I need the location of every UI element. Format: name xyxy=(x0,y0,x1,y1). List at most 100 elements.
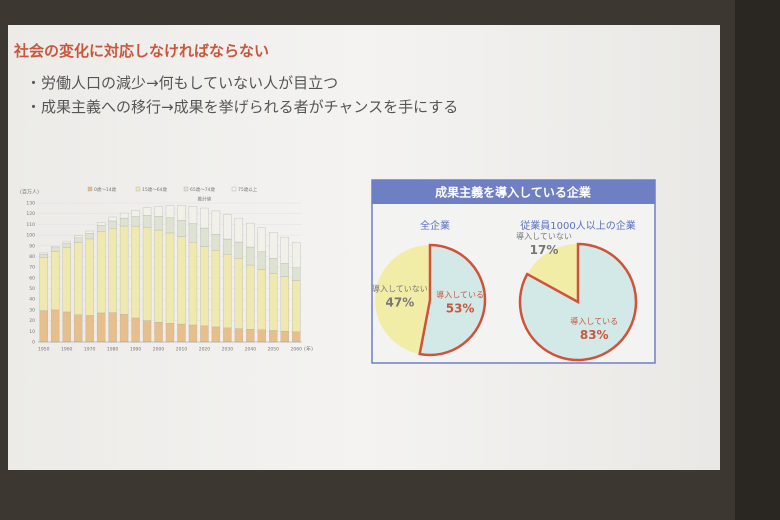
bar-segment xyxy=(234,217,244,243)
pie-category-label: 導入している xyxy=(436,289,484,299)
bar-segment xyxy=(131,216,140,227)
x-tick-label: 1980 xyxy=(107,347,119,353)
bar-segment xyxy=(96,222,106,226)
y-tick-label: 110 xyxy=(26,222,35,228)
bar-segment xyxy=(257,329,266,343)
y-tick-label: 120 xyxy=(26,211,35,217)
legend-swatch xyxy=(135,186,141,192)
y-tick-label: 40 xyxy=(29,297,35,303)
bar-segment xyxy=(108,220,117,229)
bar-segment xyxy=(246,329,255,343)
slide-title: 社会の変化に対応しなければならない xyxy=(14,42,270,60)
legend-swatch xyxy=(87,186,93,192)
bar-segment xyxy=(269,272,278,331)
bar-segment xyxy=(39,310,48,343)
x-tick-label: 2020 xyxy=(199,347,211,353)
y-tick-label: 50 xyxy=(29,286,35,292)
bar-segment xyxy=(142,207,152,216)
bar-segment xyxy=(85,315,94,343)
legend-label: 15歳～64歳 xyxy=(142,186,167,193)
bar-segment xyxy=(211,210,221,235)
bar-segment xyxy=(246,222,255,248)
bar-segment xyxy=(280,263,289,277)
bar-segment xyxy=(85,230,94,234)
x-tick-label: 1950 xyxy=(38,347,50,353)
bar-segment xyxy=(74,235,83,239)
legend-label: 75歳以上 xyxy=(238,186,258,193)
bar-segment xyxy=(39,257,48,311)
legend-swatch xyxy=(183,186,189,192)
bar-segment xyxy=(280,276,289,332)
bar-segment xyxy=(257,269,266,330)
bar-segment xyxy=(257,227,266,253)
bar-segment xyxy=(177,205,186,221)
bar-segment xyxy=(74,242,83,315)
bar-segment xyxy=(234,241,244,259)
bar-segment xyxy=(257,251,266,270)
legend-label: 65歳～74歳 xyxy=(190,186,215,193)
pie-panel-header xyxy=(372,180,655,204)
bar-segment xyxy=(165,217,175,234)
bar-segment xyxy=(188,324,198,343)
screen-edge xyxy=(735,0,780,520)
y-tick-label: 80 xyxy=(29,254,35,260)
pie-category-label: 導入していない xyxy=(516,231,572,241)
bar-segment xyxy=(96,225,106,233)
bar-segment xyxy=(96,312,106,343)
x-tick-label: 1990 xyxy=(130,347,142,353)
y-tick-label: 70 xyxy=(29,265,35,271)
bar-segment xyxy=(223,238,232,255)
bar-segment xyxy=(292,267,301,281)
pie-category-label: 導入していない xyxy=(372,284,428,294)
bar-segment xyxy=(142,227,152,321)
bar-segment xyxy=(211,234,221,251)
pie-slice xyxy=(518,242,638,362)
bar-segment xyxy=(108,312,117,343)
x-tick-label: 2040 xyxy=(245,347,257,353)
bar-segment xyxy=(51,251,60,311)
pie-value-label: 17% xyxy=(530,243,559,257)
bar-segment xyxy=(292,280,301,332)
bar-segment xyxy=(280,331,289,343)
x-tick-label: 2060 xyxy=(291,347,303,353)
bar-segment xyxy=(108,228,117,313)
pie-slice xyxy=(527,244,578,302)
bullet: ・労働人口の減少→何もしていない人が目立つ xyxy=(26,74,339,92)
bar-segment xyxy=(234,258,244,329)
bar-segment xyxy=(177,323,186,343)
y-tick-label: 10 xyxy=(29,329,35,335)
pie-panel-title: 成果主義を導入している企業 xyxy=(435,185,592,200)
pie-value-label: 83% xyxy=(580,328,609,342)
x-tick-label: 2050 xyxy=(268,347,280,353)
x-tick-label: 1970 xyxy=(84,347,96,353)
bar-segment xyxy=(188,242,198,326)
bar-segment xyxy=(200,227,209,247)
bar-segment xyxy=(246,246,255,266)
bar-segment xyxy=(200,325,209,343)
y-tick-label: 130 xyxy=(26,201,35,207)
bar-segment xyxy=(119,225,129,315)
y-tick-label: 100 xyxy=(26,233,35,239)
bar-segment xyxy=(119,212,129,219)
y-tick-label: 0 xyxy=(32,340,35,346)
y-tick-label: 20 xyxy=(29,318,35,324)
bar-segment xyxy=(234,328,244,343)
x-axis-label: (年) xyxy=(304,346,313,353)
legend-swatch xyxy=(231,186,237,192)
bar-segment xyxy=(131,225,140,319)
bar-segment xyxy=(292,242,301,268)
bar-segment xyxy=(131,210,140,217)
bar-segment xyxy=(74,314,83,343)
bar-segment xyxy=(142,215,152,228)
bar-segment xyxy=(211,326,221,343)
bar-segment xyxy=(223,214,232,240)
bar-segment xyxy=(62,241,71,244)
bar-segment xyxy=(280,236,289,264)
bar-segment xyxy=(39,253,48,258)
legend-label: 0歳～14歳 xyxy=(94,186,117,193)
bar-segment xyxy=(200,207,209,229)
bar-segment xyxy=(74,237,83,243)
bar-segment xyxy=(211,250,221,328)
